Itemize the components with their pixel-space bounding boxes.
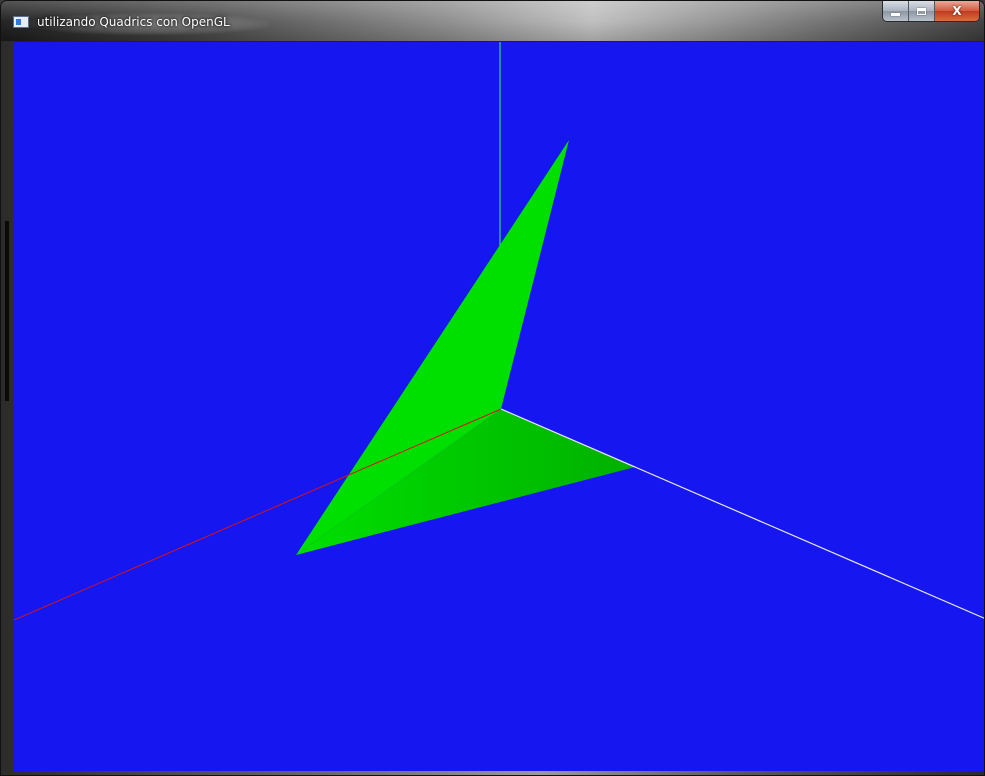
app-icon[interactable] (13, 16, 29, 28)
title-bar[interactable]: utilizando Quadrics con OpenGL X (1, 1, 984, 41)
x-axis-line (500, 408, 984, 619)
close-button[interactable]: X (935, 1, 979, 21)
maximize-button[interactable] (909, 1, 935, 21)
shape-lower-face (296, 409, 635, 555)
caption-buttons: X (882, 1, 980, 22)
close-icon: X (952, 4, 962, 18)
z-axis-line (14, 408, 502, 621)
minimize-icon (891, 13, 900, 16)
scene-svg (14, 42, 984, 621)
shape-upper-face (296, 140, 569, 555)
title-glow (29, 13, 269, 35)
opengl-canvas[interactable] (14, 41, 984, 771)
maximize-icon (917, 7, 926, 15)
window-title: utilizando Quadrics con OpenGL (37, 15, 230, 29)
window-frame-edge (5, 221, 9, 401)
minimize-button[interactable] (883, 1, 909, 21)
